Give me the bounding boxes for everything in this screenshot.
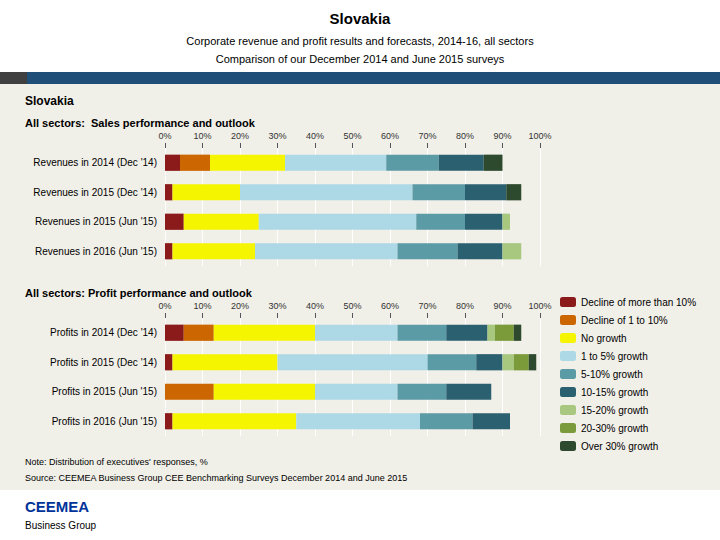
svg-text:Slovakia: Slovakia bbox=[330, 10, 392, 27]
svg-text:5-10% growth: 5-10% growth bbox=[581, 369, 643, 380]
svg-text:100%: 100% bbox=[528, 301, 551, 311]
svg-text:10%: 10% bbox=[193, 131, 211, 141]
svg-text:Note: Distribution of executiv: Note: Distribution of executives' respon… bbox=[25, 457, 208, 467]
svg-text:Corporate revenue and profit r: Corporate revenue and profit results and… bbox=[186, 35, 534, 47]
svg-text:0%: 0% bbox=[158, 301, 171, 311]
svg-text:Decline of more than 10%: Decline of more than 10% bbox=[581, 297, 696, 308]
svg-text:20-30% growth: 20-30% growth bbox=[581, 423, 648, 434]
svg-text:80%: 80% bbox=[456, 301, 474, 311]
svg-text:Profits in 2014 (Dec '14): Profits in 2014 (Dec '14) bbox=[50, 327, 157, 338]
svg-text:50%: 50% bbox=[343, 131, 361, 141]
svg-text:Profits in 2016 (Jun '15): Profits in 2016 (Jun '15) bbox=[52, 416, 157, 427]
svg-text:10-15% growth: 10-15% growth bbox=[581, 387, 648, 398]
svg-text:Profits in 2015 (Dec '14): Profits in 2015 (Dec '14) bbox=[50, 357, 157, 368]
svg-text:15-20% growth: 15-20% growth bbox=[581, 405, 648, 416]
svg-text:Business Group: Business Group bbox=[25, 520, 97, 531]
svg-text:Decline of 1 to 10%: Decline of 1 to 10% bbox=[581, 315, 668, 326]
svg-text:Over 30% growth: Over 30% growth bbox=[581, 441, 658, 452]
svg-text:1 to 5% growth: 1 to 5% growth bbox=[581, 351, 648, 362]
svg-text:Revenues in 2014 (Dec '14): Revenues in 2014 (Dec '14) bbox=[33, 157, 157, 168]
svg-text:Source: CEEMEA Business Group: Source: CEEMEA Business Group CEE Benchm… bbox=[25, 473, 407, 483]
svg-text:Revenues in 2016 (Jun '15): Revenues in 2016 (Jun '15) bbox=[35, 246, 157, 257]
svg-text:Comparison of our December 201: Comparison of our December 2014 and June… bbox=[216, 53, 505, 65]
svg-text:90%: 90% bbox=[493, 131, 511, 141]
svg-text:70%: 70% bbox=[418, 301, 436, 311]
svg-text:60%: 60% bbox=[381, 301, 399, 311]
svg-text:No growth: No growth bbox=[581, 333, 627, 344]
svg-text:50%: 50% bbox=[343, 301, 361, 311]
svg-text:60%: 60% bbox=[381, 131, 399, 141]
svg-text:40%: 40% bbox=[306, 131, 324, 141]
svg-text:0%: 0% bbox=[158, 131, 171, 141]
svg-text:100%: 100% bbox=[528, 131, 551, 141]
svg-text:All sectors: Sales performanc: All sectors: Sales performance and outlo… bbox=[25, 117, 256, 129]
svg-text:70%: 70% bbox=[418, 131, 436, 141]
svg-text:20%: 20% bbox=[231, 131, 249, 141]
svg-text:30%: 30% bbox=[268, 131, 286, 141]
svg-text:10%: 10% bbox=[193, 301, 211, 311]
svg-text:Profits in 2015 (Jun '15): Profits in 2015 (Jun '15) bbox=[52, 386, 157, 397]
svg-text:CEEMEA: CEEMEA bbox=[25, 498, 89, 515]
svg-text:Revenues in 2015 (Dec '14): Revenues in 2015 (Dec '14) bbox=[33, 187, 157, 198]
svg-text:20%: 20% bbox=[231, 301, 249, 311]
svg-text:80%: 80% bbox=[456, 131, 474, 141]
svg-text:40%: 40% bbox=[306, 301, 324, 311]
svg-text:90%: 90% bbox=[493, 301, 511, 311]
svg-text:Slovakia: Slovakia bbox=[25, 94, 74, 108]
svg-text:Revenues in 2015 (Jun '15): Revenues in 2015 (Jun '15) bbox=[35, 216, 157, 227]
svg-text:30%: 30% bbox=[268, 301, 286, 311]
svg-text:All sectors: Profit performanc: All sectors: Profit performance and outl… bbox=[25, 287, 253, 299]
